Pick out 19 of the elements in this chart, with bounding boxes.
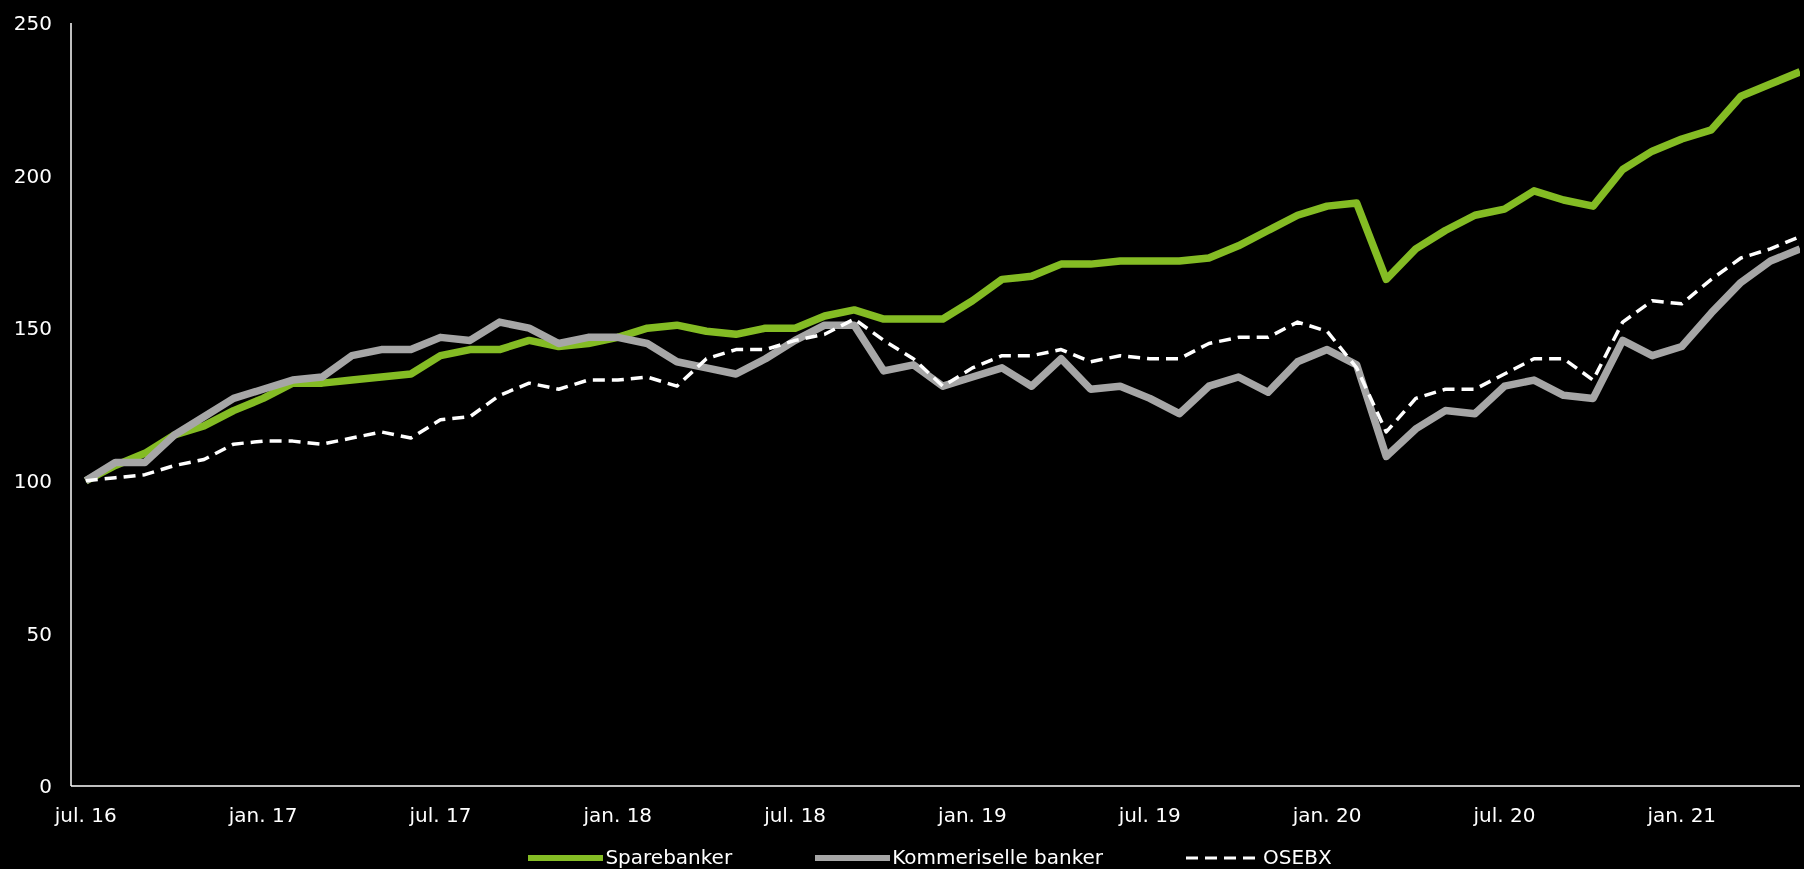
x-tick-label: jul. 20 — [1472, 803, 1536, 828]
legend-label: OSEBX — [1263, 845, 1332, 869]
x-tick-label: jul. 16 — [53, 803, 117, 828]
x-tick-label: jan. 18 — [582, 803, 653, 828]
y-tick-label: 50 — [26, 621, 52, 646]
x-tick-label: jul. 17 — [408, 803, 472, 828]
y-tick-label: 150 — [13, 316, 52, 341]
x-tick-label: jul. 19 — [1117, 803, 1181, 828]
x-tick-label: jan. 21 — [1646, 803, 1717, 828]
x-tick-label: jan. 17 — [227, 803, 298, 828]
x-tick-label: jan. 19 — [937, 803, 1007, 828]
y-tick-label: 250 — [13, 11, 52, 36]
y-tick-label: 200 — [13, 163, 52, 188]
x-tick-label: jan. 20 — [1291, 803, 1362, 828]
y-tick-label: 100 — [13, 468, 52, 493]
legend-label: Sparebanker — [605, 845, 733, 869]
legend-label: Kommeriselle banker — [892, 845, 1104, 869]
y-tick-label: 0 — [39, 774, 52, 799]
x-tick-label: jul. 18 — [763, 803, 827, 828]
